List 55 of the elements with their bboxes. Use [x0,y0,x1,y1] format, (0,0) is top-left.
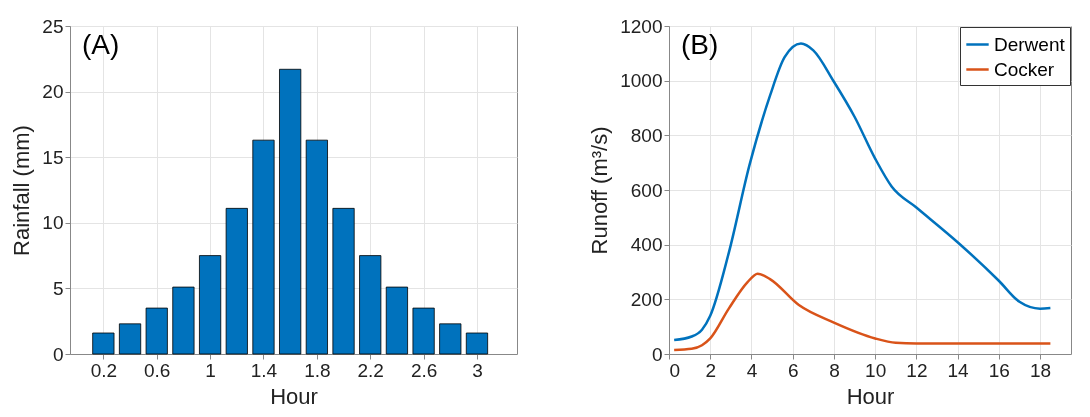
x-tick-label: 10 [865,359,887,381]
x-tick-label: 16 [988,359,1010,381]
x-axis-title: Hour [270,383,318,409]
x-tick-label: 12 [906,359,928,381]
bar [439,323,462,355]
bar [172,286,195,355]
bar [225,207,248,355]
y-tick-label: 0 [651,343,663,365]
x-axis-title: Hour [846,383,895,409]
y-tick-label: 400 [630,234,663,256]
bar [332,207,355,355]
bar [279,68,302,355]
y-tick-label: 5 [52,277,64,299]
x-tick-label: 1.4 [250,359,278,381]
y-tick-label: 1200 [620,15,663,37]
legend-label: Derwent [994,33,1066,55]
bar [145,307,168,355]
x-tick-label: 6 [787,359,799,381]
bar [465,332,489,355]
y-tick-label: 1000 [620,70,663,92]
y-tick-label: 0 [52,343,64,365]
bar [252,139,275,355]
bar [305,139,328,355]
x-tick-label: 0.2 [90,359,118,381]
bar [385,286,408,355]
y-tick-label: 600 [630,179,663,201]
annotation: (A) [82,29,120,60]
y-tick-label: 25 [42,15,64,37]
bar [199,255,222,355]
x-tick-label: 2 [705,359,717,381]
x-tick-label: 4 [746,359,758,381]
x-tick-label: 18 [1030,359,1052,381]
x-tick-label: 1.8 [304,359,331,381]
y-tick-label: 10 [42,212,64,234]
y-tick-label: 200 [630,288,663,310]
y-axis-title: Runoff (m³/s) [587,126,613,255]
x-tick-label: 1 [205,359,216,381]
bar [412,307,435,355]
y-axis-title: Rainfall (mm) [9,125,35,256]
x-tick-label: 2.2 [357,359,384,381]
y-tick-label: 20 [42,81,64,103]
x-tick-label: 2.6 [410,359,438,381]
x-tick-label: 0.6 [144,359,171,381]
bar [118,323,142,355]
x-tick-label: 14 [947,359,970,381]
x-tick-label: 0 [669,359,681,381]
y-tick-label: 800 [630,124,663,146]
annotation: (B) [681,29,719,60]
bar [359,255,382,355]
line-series [672,272,1052,352]
x-tick-label: 3 [472,359,483,381]
bar [92,332,115,355]
y-tick-label: 15 [42,146,64,168]
x-tick-label: 8 [829,359,840,381]
legend-label: Cocker [994,58,1055,80]
